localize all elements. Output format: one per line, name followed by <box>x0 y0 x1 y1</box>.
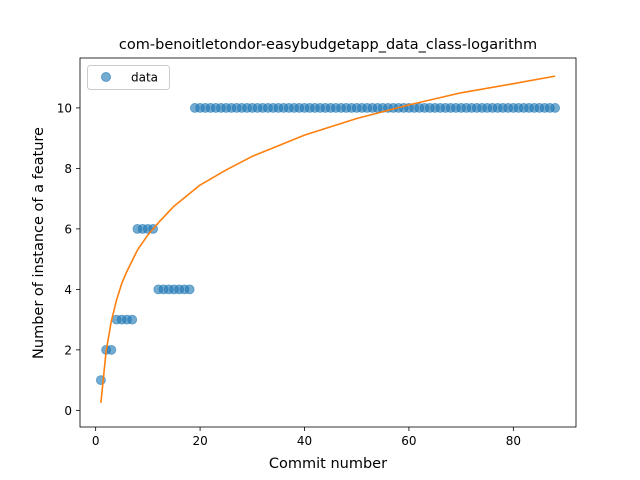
x-tick-label: 80 <box>506 434 521 448</box>
legend-label: data <box>131 71 158 85</box>
data-point <box>550 103 561 113</box>
axes-layer: 0 20 40 60 80 0 2 4 6 8 10 <box>57 57 577 448</box>
y-tick-label: 8 <box>64 162 72 176</box>
plot-area <box>80 58 576 427</box>
data-point <box>127 314 138 325</box>
plot-background <box>80 58 576 427</box>
data-point <box>106 344 117 355</box>
y-tick-label: 10 <box>57 101 72 115</box>
x-axis-label: Commit number <box>269 456 387 472</box>
legend-marker <box>101 72 111 82</box>
y-tick-label: 2 <box>64 343 72 357</box>
legend-box <box>87 65 170 90</box>
fit-line <box>100 75 556 403</box>
x-tick-label: 40 <box>297 434 312 448</box>
y-axis-label: Number of instance of a feature <box>31 127 47 359</box>
data-point <box>184 284 195 295</box>
x-tick-label: 60 <box>401 434 416 448</box>
y-tick-label: 6 <box>64 222 72 236</box>
legend: data <box>87 65 170 90</box>
x-tick-label: 0 <box>92 434 100 448</box>
x-tick-label: 20 <box>192 434 207 448</box>
y-tick-label: 4 <box>64 283 72 297</box>
series-layer <box>95 75 561 403</box>
chart-title: com-benoitletondor-easybudgetapp_data_cl… <box>119 37 537 53</box>
y-tick-label: 0 <box>64 404 72 418</box>
axes-frame <box>79 57 577 428</box>
